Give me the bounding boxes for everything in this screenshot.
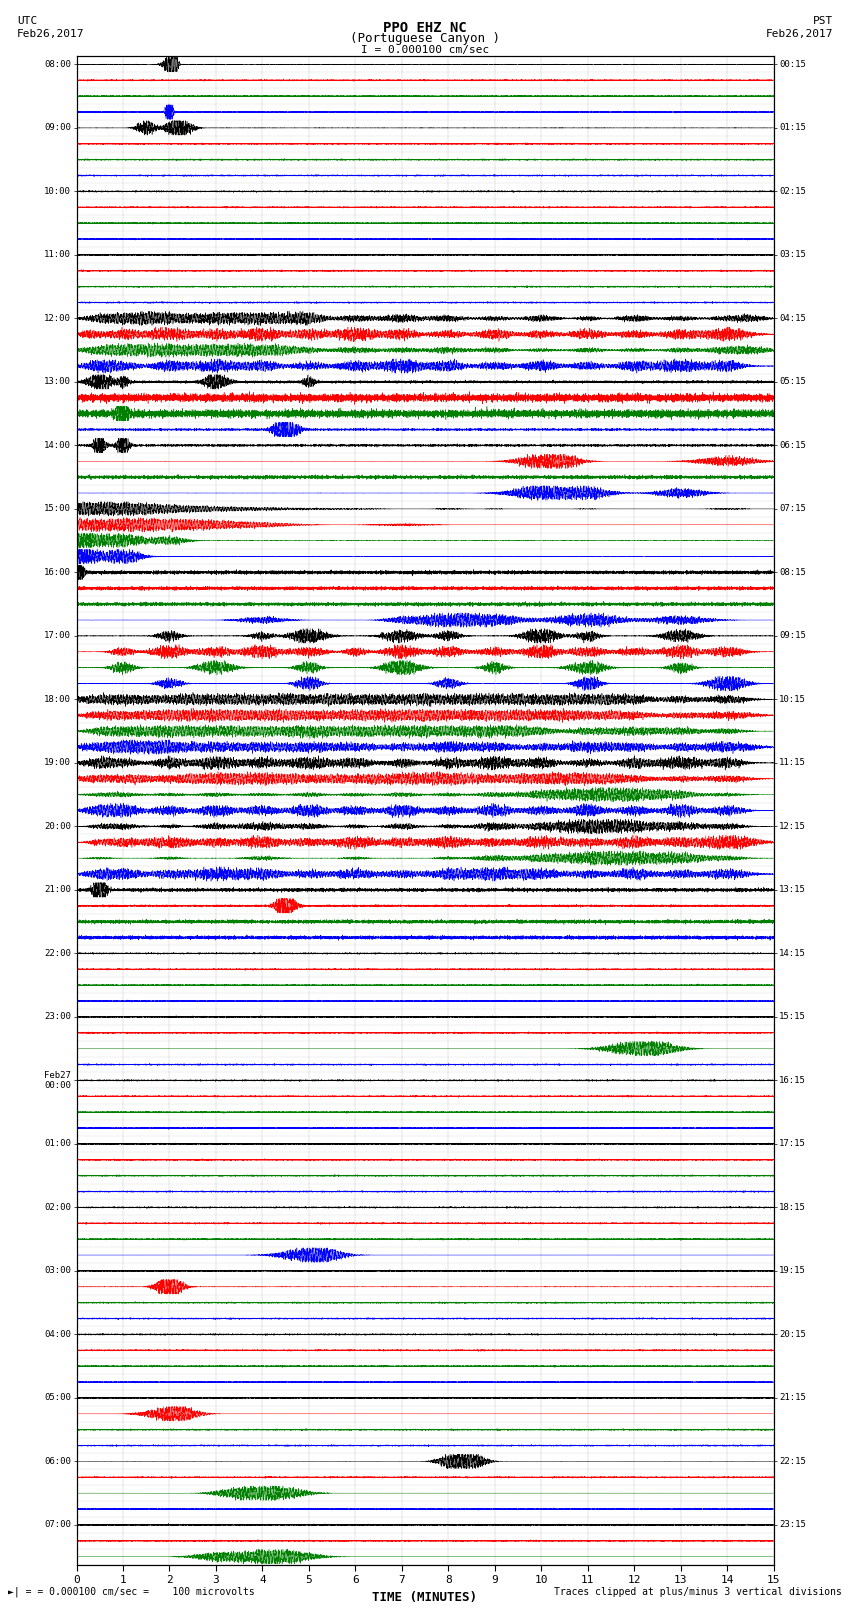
Text: PST: PST <box>813 16 833 26</box>
Text: (Portuguese Canyon ): (Portuguese Canyon ) <box>350 32 500 45</box>
Text: I = 0.000100 cm/sec: I = 0.000100 cm/sec <box>361 45 489 55</box>
Text: Feb26,2017: Feb26,2017 <box>766 29 833 39</box>
X-axis label: TIME (MINUTES): TIME (MINUTES) <box>372 1590 478 1603</box>
Text: Feb26,2017: Feb26,2017 <box>17 29 84 39</box>
Text: ►| = = 0.000100 cm/sec =    100 microvolts: ►| = = 0.000100 cm/sec = 100 microvolts <box>8 1586 255 1597</box>
Text: Traces clipped at plus/minus 3 vertical divisions: Traces clipped at plus/minus 3 vertical … <box>553 1587 842 1597</box>
Text: PPO EHZ NC: PPO EHZ NC <box>383 21 467 35</box>
Text: UTC: UTC <box>17 16 37 26</box>
